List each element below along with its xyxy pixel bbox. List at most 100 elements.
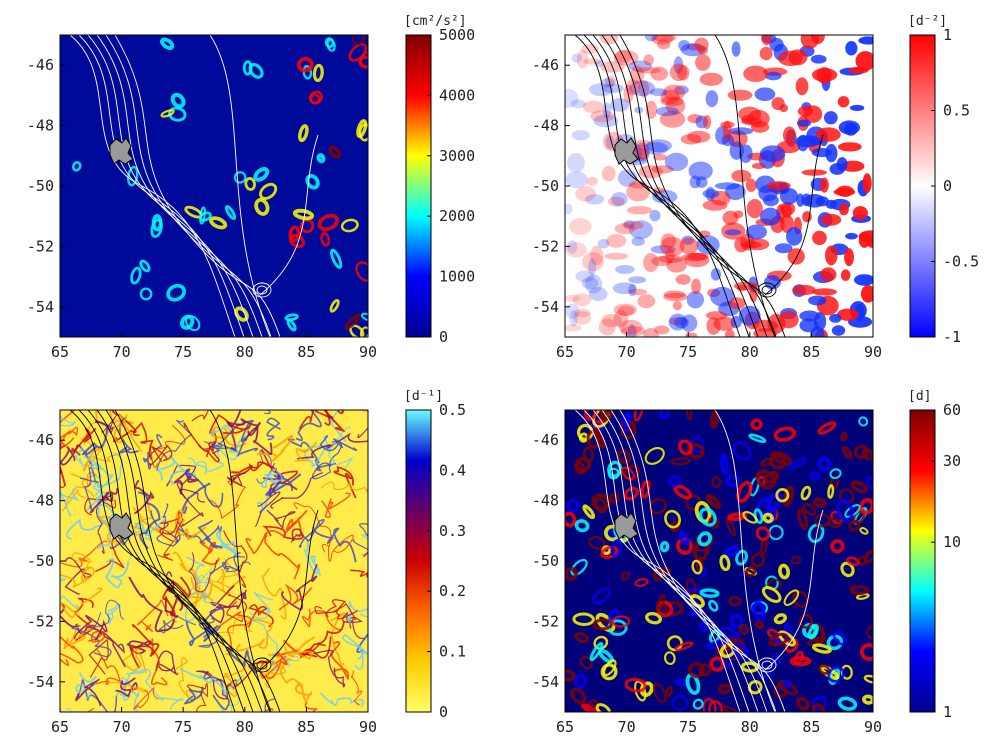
x-tick-label: 80: [236, 343, 254, 361]
eddy-mark: [591, 587, 611, 605]
vorticity-blob: [838, 203, 849, 216]
vorticity-blob: [769, 37, 784, 52]
eddy-mark: [836, 499, 854, 522]
vorticity-blob: [694, 37, 709, 52]
vorticity-blob: [754, 87, 776, 102]
vorticity-blob: [724, 229, 742, 236]
eddy-mark: [610, 539, 623, 558]
bathymetry-contour: [583, 410, 750, 712]
y-tick-label: -50: [532, 552, 559, 570]
x-tick-label: 90: [864, 343, 882, 361]
filament-line: [298, 620, 345, 658]
eddy-mark: [859, 527, 869, 535]
bathymetry-contour: [610, 410, 777, 712]
vorticity-blob: [582, 252, 604, 272]
bathymetry-contour: [764, 134, 824, 296]
eddy-mark: [600, 663, 618, 681]
vorticity-blob: [565, 294, 581, 302]
vorticity-blob: [588, 258, 597, 276]
vorticity-blob: [677, 64, 690, 81]
vorticity-blob: [662, 84, 686, 101]
vorticity-blob: [660, 96, 684, 107]
colorbar-tick-label: 0.2: [439, 582, 466, 600]
vorticity-blob: [664, 152, 689, 172]
filament-line: [223, 530, 248, 588]
eddy-mark: [809, 471, 821, 480]
vorticity-blob: [741, 241, 762, 249]
y-tick-label: -50: [532, 177, 559, 195]
colorbar-tick-label: 0.5: [943, 102, 970, 120]
filament-line: [154, 454, 192, 486]
eddy-mark: [760, 457, 773, 467]
vorticity-blob: [669, 63, 688, 82]
filament-line: [294, 681, 313, 703]
x-tick-label: 80: [236, 718, 254, 736]
vorticity-blob: [724, 329, 735, 337]
filament-line: [265, 473, 302, 496]
vorticity-blob: [802, 211, 812, 223]
filament-line: [98, 515, 124, 546]
filament-line: [121, 648, 147, 674]
filament-line: [202, 607, 223, 642]
eddy-mark: [861, 448, 873, 461]
eddy-mark: [863, 674, 873, 684]
eddy-mark: [797, 507, 809, 530]
eddy-mark: [317, 213, 340, 232]
vorticity-blob: [569, 218, 592, 235]
eddy-mark: [827, 666, 845, 683]
vorticity-blob: [659, 110, 686, 128]
vorticity-blob: [786, 227, 803, 246]
eddy-mark: [645, 611, 663, 625]
filament-line: [223, 653, 247, 697]
filament-line: [303, 538, 322, 577]
eddy-mark: [698, 507, 717, 527]
colorbar-tick-label: 0: [943, 177, 952, 195]
vorticity-blob: [833, 188, 856, 196]
vorticity-blob: [580, 44, 600, 55]
eddy-mark: [859, 643, 873, 661]
eddy-mark: [705, 493, 722, 509]
eddy-mark: [859, 497, 873, 515]
vorticity-blob: [576, 50, 589, 69]
bathymetry-contour: [105, 410, 272, 712]
vorticity-blob: [796, 119, 812, 127]
eddy-mark: [667, 475, 682, 487]
filament-line: [63, 623, 95, 650]
vorticity-blob: [617, 305, 635, 317]
vorticity-blob: [598, 318, 616, 336]
filament-line: [264, 410, 271, 415]
vorticity-blob: [688, 161, 713, 181]
vorticity-blob: [660, 236, 685, 257]
eddy-mark: [687, 661, 706, 678]
filament-line: [198, 617, 218, 648]
heatmap-field: [565, 410, 873, 712]
eddy-mark: [616, 449, 632, 465]
filament-line: [89, 599, 125, 629]
vorticity-blob: [597, 238, 610, 249]
filament-line: [185, 472, 224, 508]
eddy-mark: [840, 561, 855, 578]
eddy-mark: [729, 614, 744, 629]
eddy-mark: [624, 677, 647, 693]
vorticity-blob: [680, 314, 698, 332]
vorticity-blob: [706, 317, 721, 335]
eddy-mark: [826, 634, 844, 651]
vorticity-blob: [733, 210, 744, 219]
filament-line: [197, 519, 223, 549]
x-tick-label: 90: [864, 718, 882, 736]
eddy-mark: [326, 38, 336, 52]
y-tick-label: -46: [532, 56, 559, 74]
eddy-mark: [725, 518, 737, 537]
eddy-mark: [748, 433, 767, 443]
eddy-mark: [574, 673, 587, 690]
filament-line: [209, 589, 247, 624]
vorticity-blob: [588, 286, 608, 302]
vorticity-blob: [571, 53, 583, 63]
eddy-mark: [727, 512, 748, 522]
eddy-mark: [565, 566, 579, 581]
vorticity-blob: [825, 144, 838, 163]
vorticity-blob: [727, 89, 753, 101]
eddy-mark: [708, 599, 719, 612]
vorticity-blob: [684, 252, 710, 268]
eddy-mark: [330, 248, 343, 269]
